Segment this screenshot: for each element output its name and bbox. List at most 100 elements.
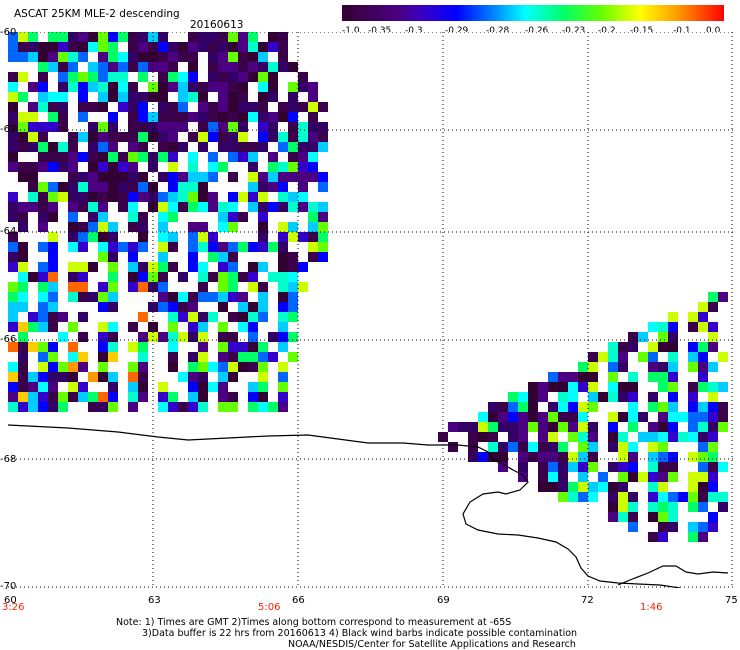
data-pixel (258, 52, 268, 62)
data-pixel (8, 242, 18, 252)
data-pixel (658, 382, 668, 392)
data-pixel (98, 142, 108, 152)
data-pixel (68, 342, 78, 352)
data-pixel (698, 482, 708, 492)
data-pixel (278, 102, 288, 112)
data-pixel (158, 212, 168, 222)
data-pixel (538, 412, 548, 422)
data-pixel (108, 342, 118, 352)
data-pixel (8, 82, 18, 92)
data-pixel (128, 342, 138, 352)
data-pixel (228, 92, 238, 102)
data-pixel (258, 172, 268, 182)
data-pixel (138, 312, 148, 322)
data-pixel (128, 32, 138, 42)
data-pixel (38, 262, 48, 272)
data-pixel (668, 392, 678, 402)
data-pixel (138, 232, 148, 242)
data-pixel (178, 82, 188, 92)
data-pixel (588, 362, 598, 372)
data-pixel (538, 462, 548, 472)
data-pixel (618, 412, 628, 422)
data-pixel (508, 432, 518, 442)
data-pixel (198, 112, 208, 122)
data-pixel (298, 162, 308, 172)
data-pixel (108, 392, 118, 402)
data-pixel (568, 452, 578, 462)
data-pixel (18, 42, 28, 52)
data-pixel (228, 292, 238, 302)
data-pixel (8, 92, 18, 102)
data-pixel (118, 162, 128, 172)
data-pixel (698, 522, 708, 532)
data-pixel (108, 72, 118, 82)
data-pixel (618, 392, 628, 402)
data-pixel (648, 352, 658, 362)
data-pixel (718, 292, 728, 302)
data-pixel (188, 392, 198, 402)
data-pixel (108, 292, 118, 302)
data-pixel (198, 82, 208, 92)
data-pixel (568, 382, 578, 392)
data-pixel (78, 102, 88, 112)
data-pixel (228, 362, 238, 372)
data-pixel (78, 352, 88, 362)
data-pixel (38, 282, 48, 292)
data-pixel (188, 132, 198, 142)
data-pixel (658, 472, 668, 482)
data-pixel (238, 152, 248, 162)
data-pixel (158, 142, 168, 152)
data-pixel (268, 112, 278, 122)
data-pixel (518, 442, 528, 452)
data-pixel (708, 522, 718, 532)
data-pixel (18, 252, 28, 262)
data-pixel (278, 342, 288, 352)
data-pixel (48, 252, 58, 262)
data-pixel (218, 102, 228, 112)
note-line-3: NOAA/NESDIS/Center for Satellite Applica… (288, 639, 576, 650)
data-pixel (158, 132, 168, 142)
data-pixel (528, 442, 538, 452)
data-pixel (258, 342, 268, 352)
data-pixel (108, 172, 118, 182)
data-pixel (68, 222, 78, 232)
data-pixel (218, 332, 228, 342)
data-pixel (258, 242, 268, 252)
data-pixel (218, 272, 228, 282)
data-pixel (78, 192, 88, 202)
data-pixel (48, 152, 58, 162)
data-pixel (68, 52, 78, 62)
data-pixel (8, 322, 18, 332)
data-pixel (148, 202, 158, 212)
data-pixel (138, 92, 148, 102)
data-pixel (258, 232, 268, 242)
data-pixel (138, 102, 148, 112)
data-pixel (228, 252, 238, 262)
data-pixel (588, 402, 598, 412)
data-pixel (648, 362, 658, 372)
data-pixel (558, 372, 568, 382)
data-pixel (48, 382, 58, 392)
data-pixel (648, 322, 658, 332)
data-pixel (98, 252, 108, 262)
data-pixel (578, 362, 588, 372)
data-pixel (158, 242, 168, 252)
data-pixel (218, 142, 228, 152)
data-pixel (108, 62, 118, 72)
data-pixel (688, 482, 698, 492)
data-pixel (148, 62, 158, 72)
data-pixel (308, 202, 318, 212)
data-pixel (648, 342, 658, 352)
data-pixel (208, 362, 218, 372)
data-pixel (258, 92, 268, 102)
data-pixel (148, 322, 158, 332)
data-pixel (308, 232, 318, 242)
data-pixel (138, 372, 148, 382)
data-pixel (558, 422, 568, 432)
data-pixel (228, 112, 238, 122)
data-pixel (698, 532, 708, 542)
data-pixel (288, 62, 298, 72)
data-pixel (128, 362, 138, 372)
data-pixel (228, 312, 238, 322)
data-pixel (88, 102, 98, 112)
